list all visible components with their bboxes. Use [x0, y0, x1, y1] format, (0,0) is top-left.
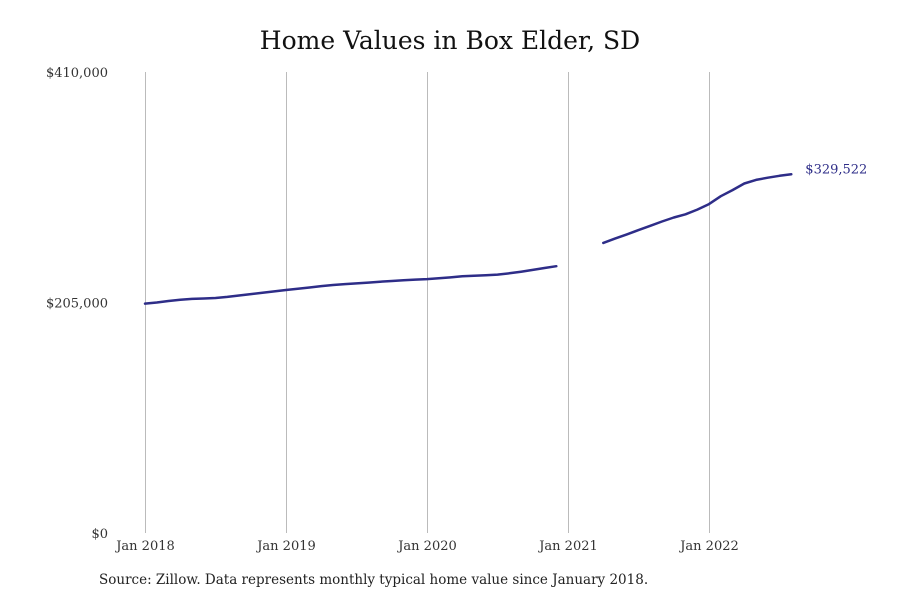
end-value-label: $329,522: [805, 162, 867, 177]
y-tick-label-2: $410,000: [46, 66, 108, 81]
x-tick-label-0: Jan 2018: [114, 539, 175, 554]
y-tick-label-0: $0: [91, 527, 108, 542]
gridlines: [145, 72, 710, 533]
y-axis-ticks: $0 $205,000 $410,000: [46, 66, 108, 542]
x-tick-label-1: Jan 2019: [255, 539, 316, 554]
x-tick-label-4: Jan 2022: [678, 539, 739, 554]
series-line-segment-0: [143, 264, 558, 305]
chart-title: Home Values in Box Elder, SD: [259, 26, 641, 55]
x-tick-label-3: Jan 2021: [537, 539, 598, 554]
chart-source-note: Source: Zillow. Data represents monthly …: [99, 572, 649, 588]
x-tick-label-2: Jan 2020: [396, 539, 457, 554]
series-line-segment-1: [602, 173, 793, 245]
home-value-series: [143, 173, 793, 305]
x-axis-ticks: Jan 2018 Jan 2019 Jan 2020 Jan 2021 Jan 2022: [114, 539, 739, 554]
y-tick-label-1: $205,000: [46, 297, 108, 312]
